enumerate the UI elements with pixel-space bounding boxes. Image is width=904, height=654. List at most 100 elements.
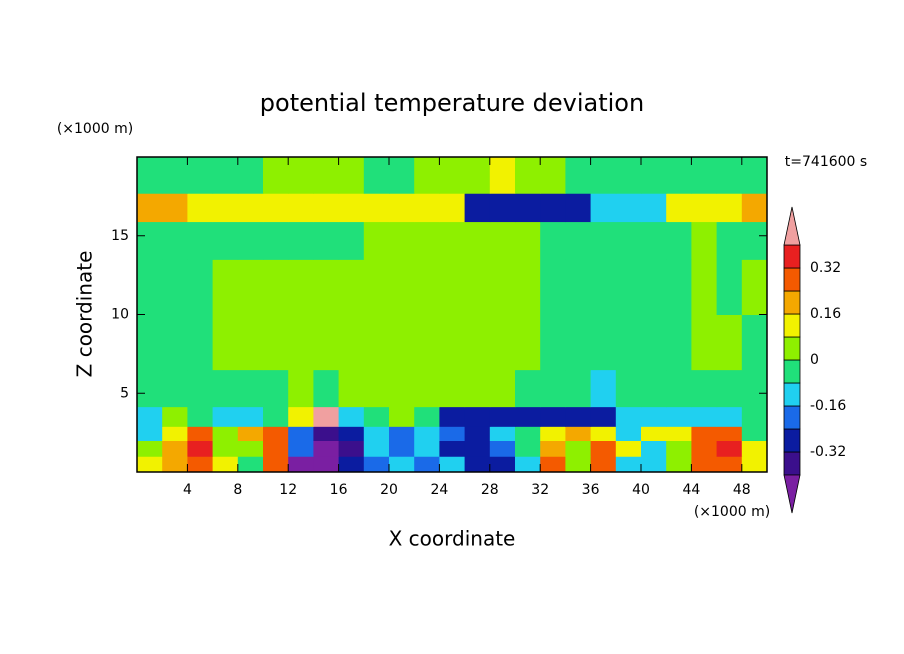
field-cell <box>137 406 163 427</box>
field-cell <box>288 221 314 260</box>
field-cell <box>414 440 440 457</box>
field-cell <box>615 221 642 260</box>
field-cell <box>439 221 466 260</box>
field-cell <box>338 369 365 408</box>
chart-title: potential temperature deviation <box>260 89 644 117</box>
colorbar-box <box>783 405 801 430</box>
field-cell <box>187 426 214 441</box>
field-cell <box>439 259 466 315</box>
field-cell <box>162 259 188 315</box>
field-cell <box>237 406 264 427</box>
field-cell <box>540 157 566 194</box>
field-cell <box>565 157 592 194</box>
field-cell <box>565 456 592 473</box>
x-tick-label: 36 <box>582 482 600 498</box>
field-cell <box>414 259 440 315</box>
field-cell <box>414 456 440 473</box>
field-cell <box>641 406 667 427</box>
field-cell <box>212 426 239 441</box>
field-cell <box>540 193 566 223</box>
field-cell <box>137 369 163 408</box>
field-cell <box>515 426 541 441</box>
field-cell <box>212 406 239 427</box>
field-cell <box>288 406 314 427</box>
field-cell <box>666 259 692 315</box>
field-cell <box>363 259 390 315</box>
x-tick-label: 4 <box>183 482 192 498</box>
field-cell <box>288 259 314 315</box>
field-cell <box>237 369 264 408</box>
y-tick-label: 5 <box>120 385 129 401</box>
x-tick-label: 28 <box>481 482 499 498</box>
field-cell <box>363 157 390 194</box>
field-cell <box>414 221 440 260</box>
field-cell <box>263 426 289 441</box>
field-cell <box>414 369 440 408</box>
field-cell <box>666 157 692 194</box>
field-cell <box>363 440 390 457</box>
field-cell <box>540 440 566 457</box>
field-cell <box>565 314 592 371</box>
field-cell <box>338 406 365 427</box>
field-cell <box>590 456 617 473</box>
field-cell <box>137 157 163 194</box>
field-cell <box>489 193 516 223</box>
field-cell <box>162 426 188 441</box>
field-cell <box>313 369 340 408</box>
field-cell <box>615 259 642 315</box>
field-cell <box>137 426 163 441</box>
field-cell <box>741 314 768 371</box>
field-cell <box>338 157 365 194</box>
colorbar-label: -0.16 <box>810 398 846 414</box>
field-cell <box>338 193 365 223</box>
field-cell <box>363 426 390 441</box>
field-cell <box>590 259 617 315</box>
y-tick-label: 15 <box>111 228 129 244</box>
field-cell <box>741 440 768 457</box>
field-cell <box>389 426 415 441</box>
field-cell <box>439 314 466 371</box>
field-cell <box>691 440 718 457</box>
colorbar-box <box>783 290 801 315</box>
field-cell <box>515 406 541 427</box>
field-cell <box>313 259 340 315</box>
field-cell <box>212 193 239 223</box>
colorbar-label: 0.16 <box>810 306 841 322</box>
field-cell <box>137 440 163 457</box>
field-cell <box>313 440 340 457</box>
field-cell <box>162 456 188 473</box>
field-cell <box>515 440 541 457</box>
field-cell <box>363 456 390 473</box>
colorbar-box <box>783 313 801 338</box>
field-cell <box>565 440 592 457</box>
field-cell <box>288 193 314 223</box>
x-tick-label: 16 <box>330 482 348 498</box>
x-tick-label: 8 <box>233 482 242 498</box>
field-cell <box>464 314 491 371</box>
field-cell <box>691 157 718 194</box>
field-cell <box>288 426 314 441</box>
field-cell <box>187 259 214 315</box>
field-cell <box>716 406 743 427</box>
field-cell <box>540 314 566 371</box>
field-cell <box>641 426 667 441</box>
field-cell <box>489 426 516 441</box>
field-cell <box>313 221 340 260</box>
field-cell <box>212 221 239 260</box>
field-cell <box>263 314 289 371</box>
field-cell <box>615 440 642 457</box>
field-cell <box>439 406 466 427</box>
x-axis-label: X coordinate <box>389 527 516 551</box>
colorbar-label: 0 <box>810 352 819 368</box>
field-cell <box>414 406 440 427</box>
field-cell <box>590 369 617 408</box>
field-cell <box>212 157 239 194</box>
colorbar-box <box>783 267 801 292</box>
field-cell <box>615 314 642 371</box>
field-cell <box>540 406 566 427</box>
x-unit: (×1000 m) <box>694 504 770 520</box>
field-cell <box>464 369 491 408</box>
field-cell <box>363 193 390 223</box>
field-cell <box>489 157 516 194</box>
field-cell <box>263 440 289 457</box>
